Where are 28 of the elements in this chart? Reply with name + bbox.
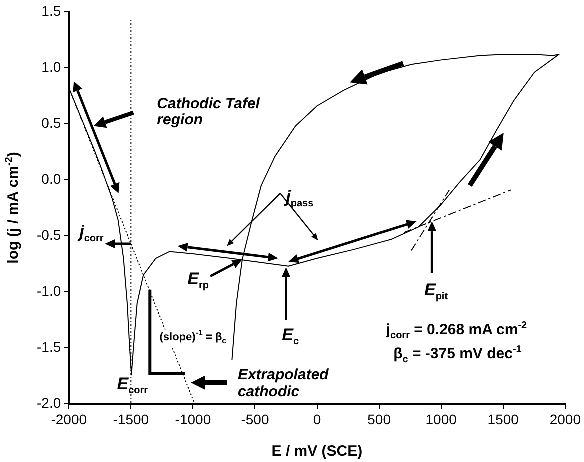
y-tick-label: -0.5 (37, 226, 62, 243)
annotation: E$_{c}$ (282, 325, 300, 348)
y-tick-label: 0.0 (42, 170, 62, 187)
annotation: E$_{rp}$ (188, 269, 209, 292)
x-tick-label: 1000 (426, 411, 458, 428)
annotation: j$_{corr}$ = 0.268 mA cm$^{-2}$ (386, 320, 528, 342)
y-tick-label: 0.5 (42, 114, 62, 131)
x-tick-label: -500 (241, 411, 270, 428)
annotation: β$_{c}$ = -375 mV dec$^{-1}$ (394, 344, 522, 366)
x-tick-label: 2000 (550, 411, 582, 428)
annotation: j$_{corr}$ (80, 222, 104, 245)
annotation: Cathodic Tafel region (157, 95, 260, 130)
annotation: E$_{corr}$ (117, 374, 148, 397)
x-tick-label: 500 (368, 411, 392, 428)
annotation: (slope)$^{-1}$ = β$_{c}$ (158, 328, 228, 346)
y-tick-label: 1.5 (42, 2, 62, 19)
annotation: Extrapolated cathodic (238, 366, 329, 401)
x-tick-label: -1000 (175, 411, 212, 428)
x-tick-label: -1500 (113, 411, 150, 428)
annotation: E$_{pit}$ (424, 280, 448, 303)
y-tick-label: -1.5 (37, 339, 62, 356)
x-tick-label: 1500 (488, 411, 520, 428)
x-tick-label: -2000 (51, 411, 88, 428)
y-tick-label: 1.0 (42, 58, 62, 75)
x-tick-label: 0 (313, 411, 322, 428)
y-tick-label: -1.0 (37, 283, 62, 299)
y-tick-label: -2.0 (37, 395, 62, 412)
x-axis-title: E / mV (SCE) (272, 443, 363, 460)
